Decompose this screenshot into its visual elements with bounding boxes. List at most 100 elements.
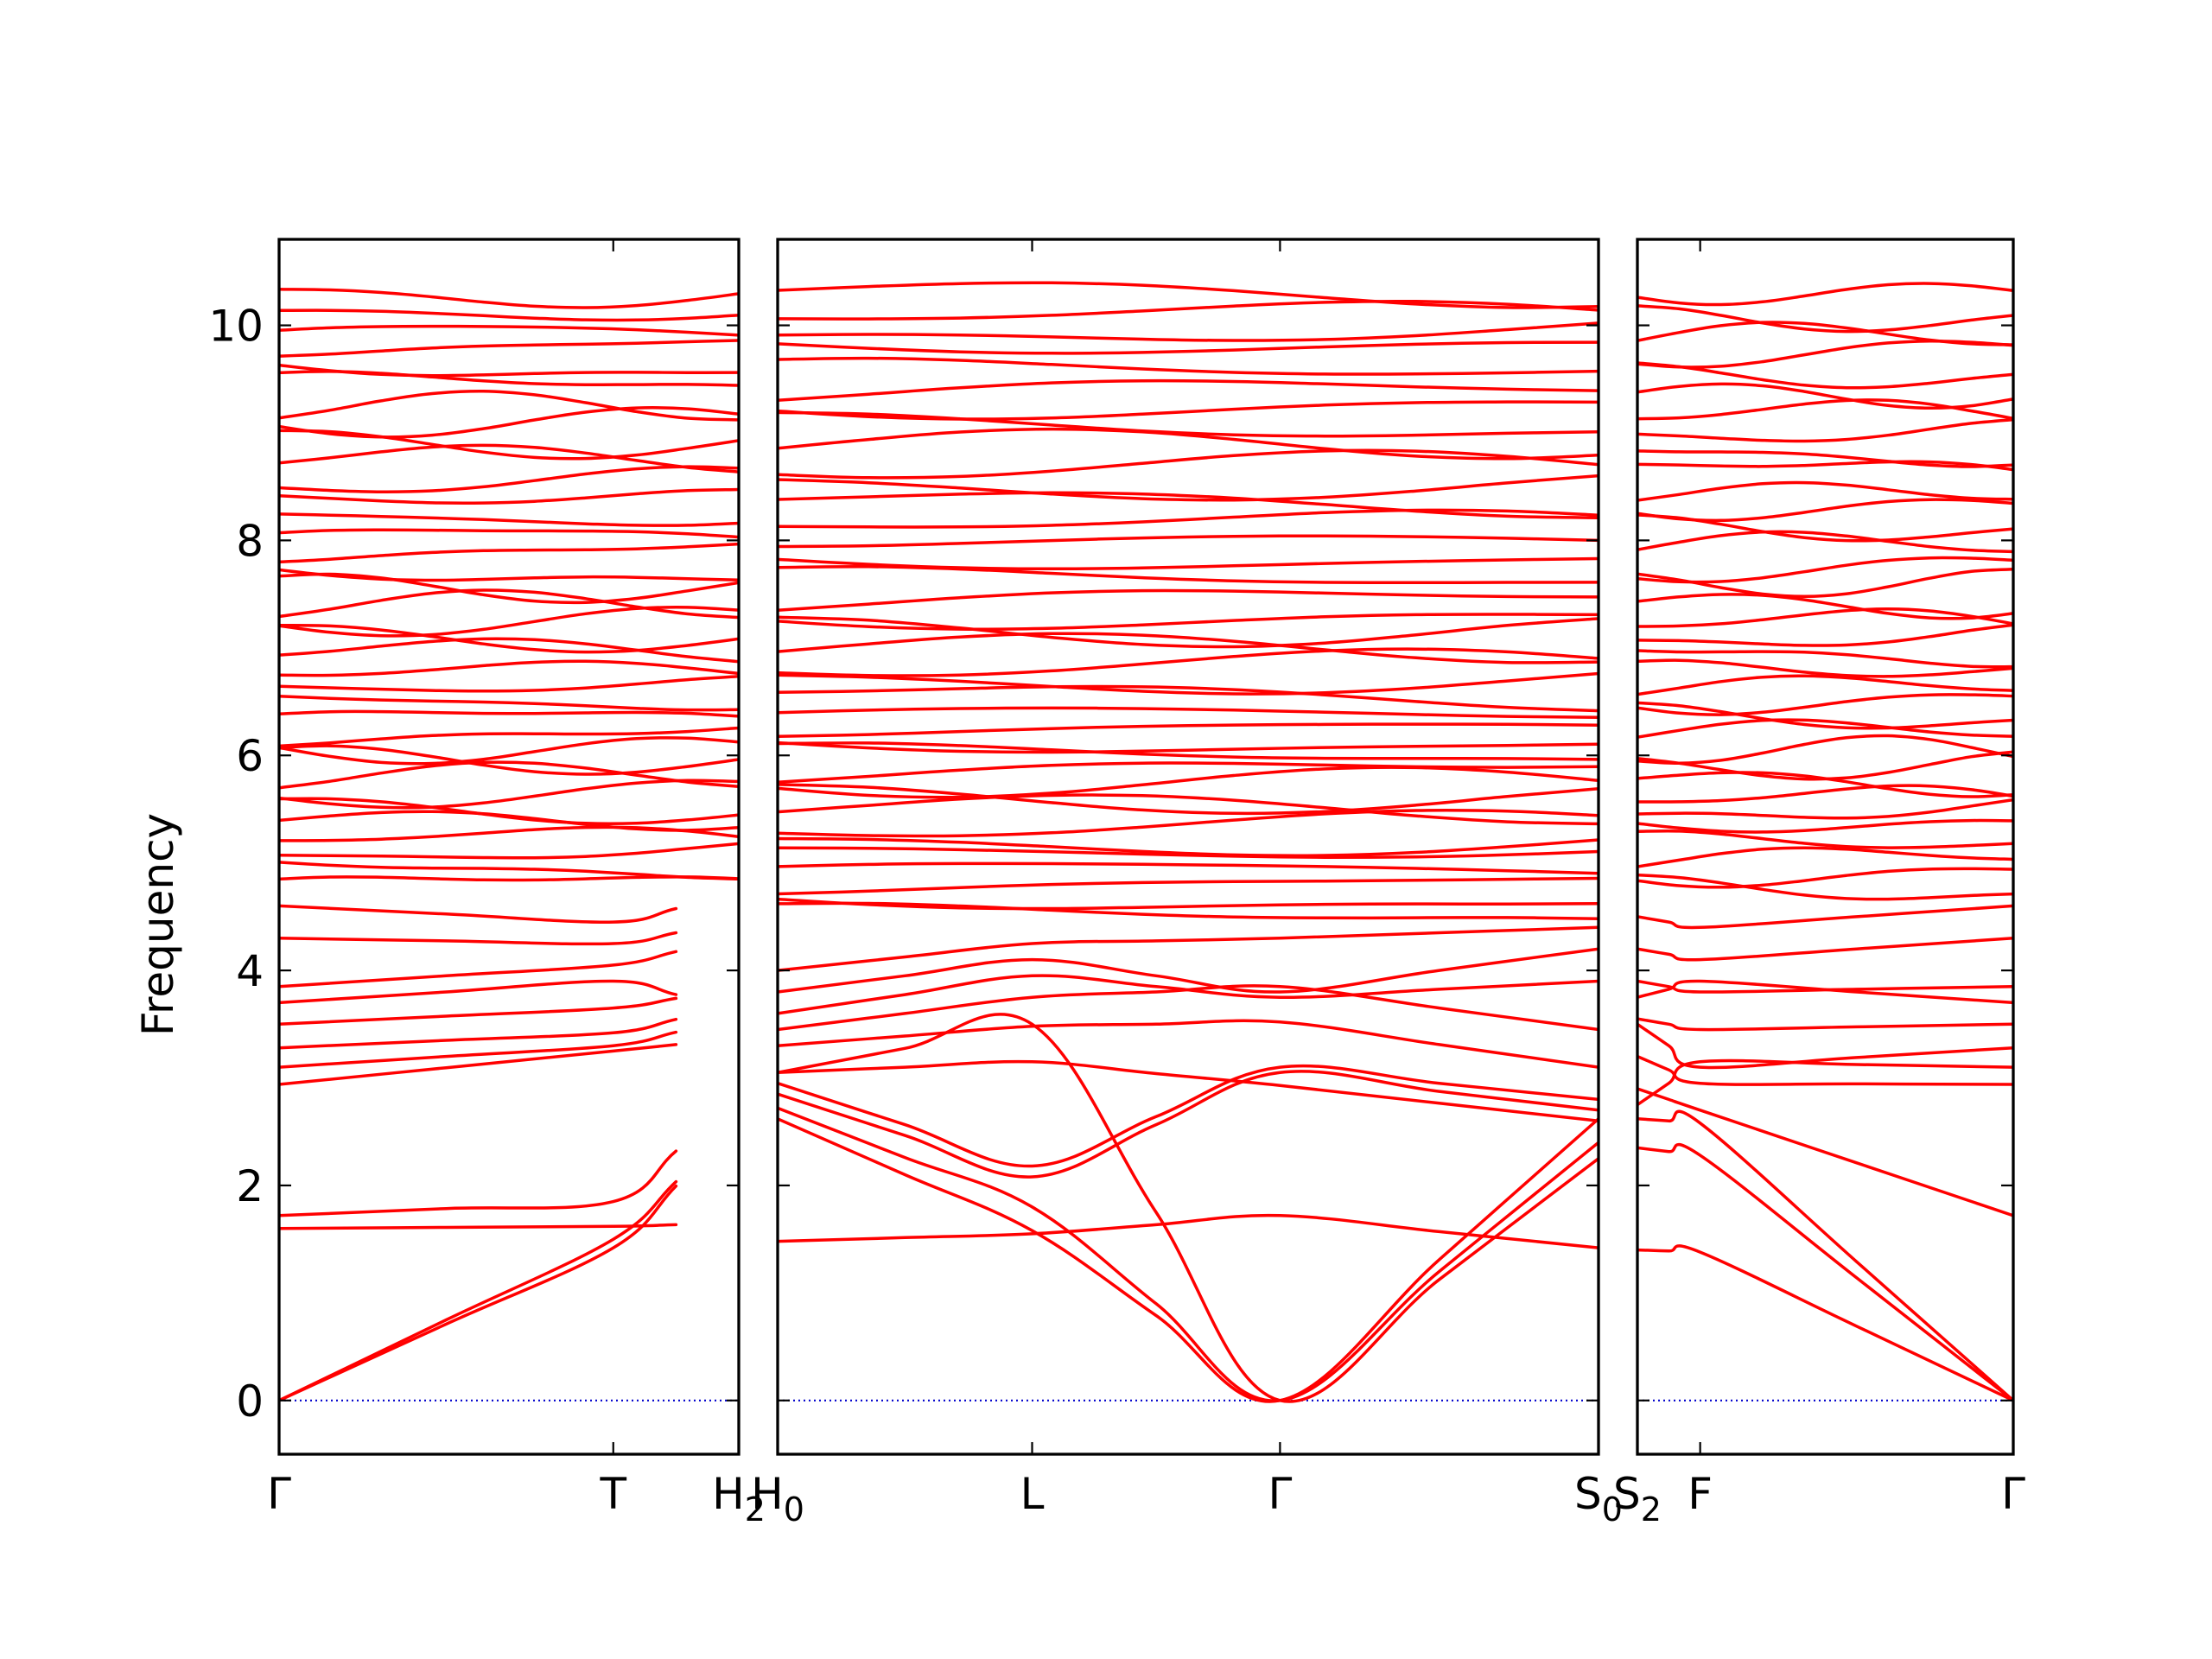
phonon-band: [279, 1030, 678, 1069]
phonon-band: [778, 783, 1599, 816]
phonon-band: [778, 565, 1599, 585]
phonon-band: [279, 675, 739, 693]
phonon-band: [279, 996, 678, 1027]
phonon-band: [1637, 658, 2013, 678]
y-tick-label: 10: [208, 302, 264, 352]
y-axis-ticks: 0 2 4 6 8 10: [208, 302, 264, 1427]
phonon-band: [1637, 304, 2013, 334]
phonon-band: [1637, 1142, 2013, 1402]
phonon-band: [1637, 818, 2013, 834]
phonon-band: [279, 760, 739, 790]
phonon-band: [778, 613, 1599, 631]
phonon-band: [778, 615, 1599, 649]
phonon-band: [1637, 607, 2013, 628]
y-tick-label: 2: [236, 1161, 264, 1211]
phonon-band: [778, 1106, 1599, 1402]
phonon-band: [1637, 398, 2013, 421]
phonon-band: [279, 487, 739, 505]
phonon-band: [778, 356, 1599, 376]
phonon-band: [279, 842, 739, 860]
panel-gamma-t-h2: Γ T H2: [267, 238, 766, 1529]
band-lines: [778, 281, 1599, 1403]
panel-frame: [1636, 238, 2015, 1456]
phonon-band: [778, 974, 1599, 1015]
phonon-band: [1637, 1022, 2013, 1070]
y-tick-label: 6: [236, 731, 264, 781]
phonon-band: [1637, 750, 2013, 781]
phonon-band: [778, 491, 1599, 519]
phonon-band: [279, 904, 678, 924]
phonon-band: [1637, 339, 2013, 369]
phonon-band: [279, 1043, 678, 1086]
phonon-band: [1637, 1054, 2013, 1086]
phonon-band: [279, 308, 739, 322]
phonon-band: [778, 766, 1599, 799]
panel-frame: [776, 238, 1600, 1456]
panel-h0-l-gamma-s0: H0 L Γ S0: [751, 238, 1623, 1529]
phonon-band: [1637, 568, 2013, 599]
phonon-band: [778, 281, 1599, 309]
phonon-band: [778, 1064, 1599, 1168]
phonon-band: [1637, 361, 2013, 390]
phonon-band: [1637, 846, 2013, 868]
phonon-band: [1637, 937, 2013, 962]
phonon-band: [1637, 498, 2013, 523]
x-tick-label: Γ: [1268, 1469, 1292, 1519]
phonon-band: [279, 779, 739, 810]
phonon-band: [279, 797, 739, 826]
phonon-band: [778, 340, 1599, 355]
phonon-band: [279, 744, 739, 776]
phonon-band: [778, 706, 1599, 719]
phonon-band: [778, 647, 1599, 677]
y-tick-label: 0: [236, 1376, 264, 1427]
phonon-band: [778, 897, 1599, 911]
phonon-band: [1637, 282, 2013, 307]
phonon-band: [778, 761, 1599, 785]
x-tick-label: L: [1020, 1469, 1045, 1519]
x-tick-label: F: [1688, 1469, 1713, 1519]
phonon-band: [1637, 623, 2013, 647]
phonon-band: [778, 299, 1599, 321]
phonon-band: [778, 984, 1599, 1032]
phonon-band: [1637, 979, 2013, 994]
phonon-band: [279, 324, 739, 337]
phonon-band: [1637, 784, 2013, 804]
phonon-band: [279, 465, 739, 493]
phonon-band: [279, 1223, 678, 1230]
phonon-band: [279, 1017, 678, 1050]
x-tick-label: T: [599, 1469, 626, 1519]
phonon-band: [1637, 417, 2013, 443]
phonon-band: [1637, 798, 2013, 820]
phonon-band: [778, 1117, 1599, 1403]
phonon-band: [778, 632, 1599, 664]
phonon-band: [778, 1213, 1599, 1249]
phonon-band: [1637, 1017, 2013, 1032]
phonon-band: [279, 606, 739, 638]
phonon-band: [778, 1019, 1599, 1069]
phonon-band: [778, 556, 1599, 571]
phonon-band: [279, 512, 739, 527]
phonon-band: [1637, 734, 2013, 766]
phonon-band: [778, 808, 1599, 838]
y-axis-label: Frequency: [133, 813, 183, 1036]
phonon-band: [279, 1149, 678, 1217]
phonon-band: [778, 671, 1599, 696]
phonon-band: [778, 947, 1599, 994]
phonon-band: [279, 736, 739, 766]
phonon-band: [1637, 530, 2013, 554]
phonon-band: [778, 448, 1599, 480]
phonon-band: [1637, 873, 2013, 901]
phonon-band: [778, 400, 1599, 421]
phonon-band: [778, 901, 1599, 920]
y-tick-label: 8: [236, 516, 264, 566]
phonon-band: [1637, 382, 2013, 410]
phonon-band: [1637, 556, 2013, 584]
phonon-band: [778, 722, 1599, 739]
phonon-band: [279, 950, 678, 988]
phonon-band: [778, 684, 1599, 713]
phonon-band: [1637, 649, 2013, 669]
phonon-band: [1637, 718, 2013, 739]
x-tick-label: Γ: [267, 1469, 291, 1519]
